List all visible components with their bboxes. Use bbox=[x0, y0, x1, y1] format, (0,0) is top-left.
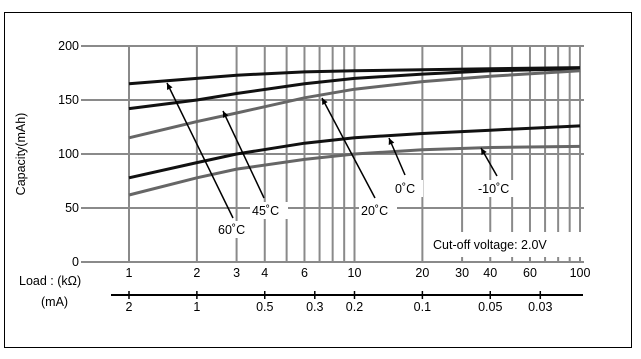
x-ma-tick-label: 0.1 bbox=[414, 300, 431, 314]
x-ma-tick-label: 0.05 bbox=[478, 300, 502, 314]
y-tick-label: 0 bbox=[72, 255, 79, 269]
capacity-load-chart: 0 50 100 150 200 Capacity(mAh) Cut-off voltage… bbox=[5, 13, 631, 347]
series-label-arrow bbox=[167, 83, 233, 218]
x-ma-axis-label: (mA) bbox=[41, 295, 68, 309]
x-ma-tick-label: 2 bbox=[126, 300, 133, 314]
x-kohm-tick-label: 60 bbox=[523, 266, 537, 280]
series-label: 20˚C bbox=[361, 204, 388, 218]
x-ma-tick-label: 1 bbox=[193, 300, 200, 314]
series-label: 60˚C bbox=[218, 223, 245, 237]
y-axis-label: Capacity(mAh) bbox=[14, 113, 28, 196]
series-label-arrow bbox=[322, 98, 375, 198]
x-ma-tick-label: 0.5 bbox=[256, 300, 273, 314]
y-tick-label: 200 bbox=[58, 39, 79, 53]
cutoff-voltage-annotation: Cut-off voltage: 2.0V bbox=[433, 238, 547, 252]
x-kohm-tick-label: 4 bbox=[261, 266, 268, 280]
x-kohm-tick-label: 2 bbox=[193, 266, 200, 280]
x-kohm-tick-label: 30 bbox=[455, 266, 469, 280]
x-kohm-tick-label: 100 bbox=[570, 266, 591, 280]
x-kohm-tick-label: 6 bbox=[301, 266, 308, 280]
x-ma-tick-label: 0.3 bbox=[306, 300, 323, 314]
series-label: 45˚C bbox=[252, 204, 279, 218]
y-tick-label: 50 bbox=[65, 201, 79, 215]
x-kohm-tick-label: 20 bbox=[415, 266, 429, 280]
x-kohm-tick-label: 10 bbox=[348, 266, 362, 280]
x-ma-tick-label: 0.03 bbox=[528, 300, 552, 314]
y-tick-label: 150 bbox=[58, 93, 79, 107]
x-load-axis-label: Load : (kΩ) bbox=[19, 274, 81, 288]
y-tick-label: 100 bbox=[58, 147, 79, 161]
series-label: 0˚C bbox=[395, 182, 415, 196]
x-kohm-tick-label: 1 bbox=[126, 266, 133, 280]
x-ma-tick-label: 0.2 bbox=[346, 300, 363, 314]
chart-frame: 0 50 100 150 200 Capacity(mAh) Cut-off voltage… bbox=[4, 12, 632, 348]
series-label: -10˚C bbox=[478, 182, 509, 196]
x-kohm-tick-label: 40 bbox=[483, 266, 497, 280]
x-kohm-tick-label: 3 bbox=[233, 266, 240, 280]
